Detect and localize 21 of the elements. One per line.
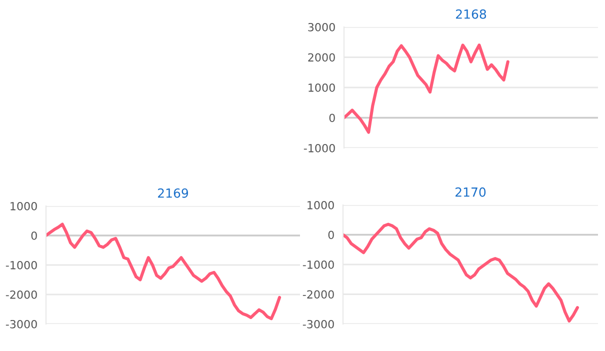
y-tick-label: -1000 <box>302 260 334 269</box>
y-tick-label: -1000 <box>6 260 37 270</box>
y-tick-label: 1000 <box>10 202 37 210</box>
y-tick-label: 2000 <box>308 53 335 62</box>
line-series <box>46 222 282 320</box>
y-tick-label: 3000 <box>308 22 335 32</box>
y-tick-label: 0 <box>31 231 37 240</box>
y-tick-label: -2000 <box>6 290 37 299</box>
y-tick-label: -3000 <box>6 320 37 328</box>
y-tick-label: 1000 <box>308 83 335 92</box>
y-tick-label: 0 <box>329 114 335 122</box>
chart-title: 2169 <box>158 188 188 198</box>
chart-title: 2168 <box>456 9 486 19</box>
y-tick-label: -2000 <box>302 290 334 299</box>
line-series <box>344 44 510 134</box>
y-tick-label: 1000 <box>308 200 334 210</box>
y-tick-label: -3000 <box>302 320 334 328</box>
y-tick-label: -1000 <box>304 144 335 152</box>
y-tick-label: 0 <box>328 230 334 240</box>
line-series <box>343 222 579 323</box>
chart-title: 2170 <box>456 187 486 197</box>
